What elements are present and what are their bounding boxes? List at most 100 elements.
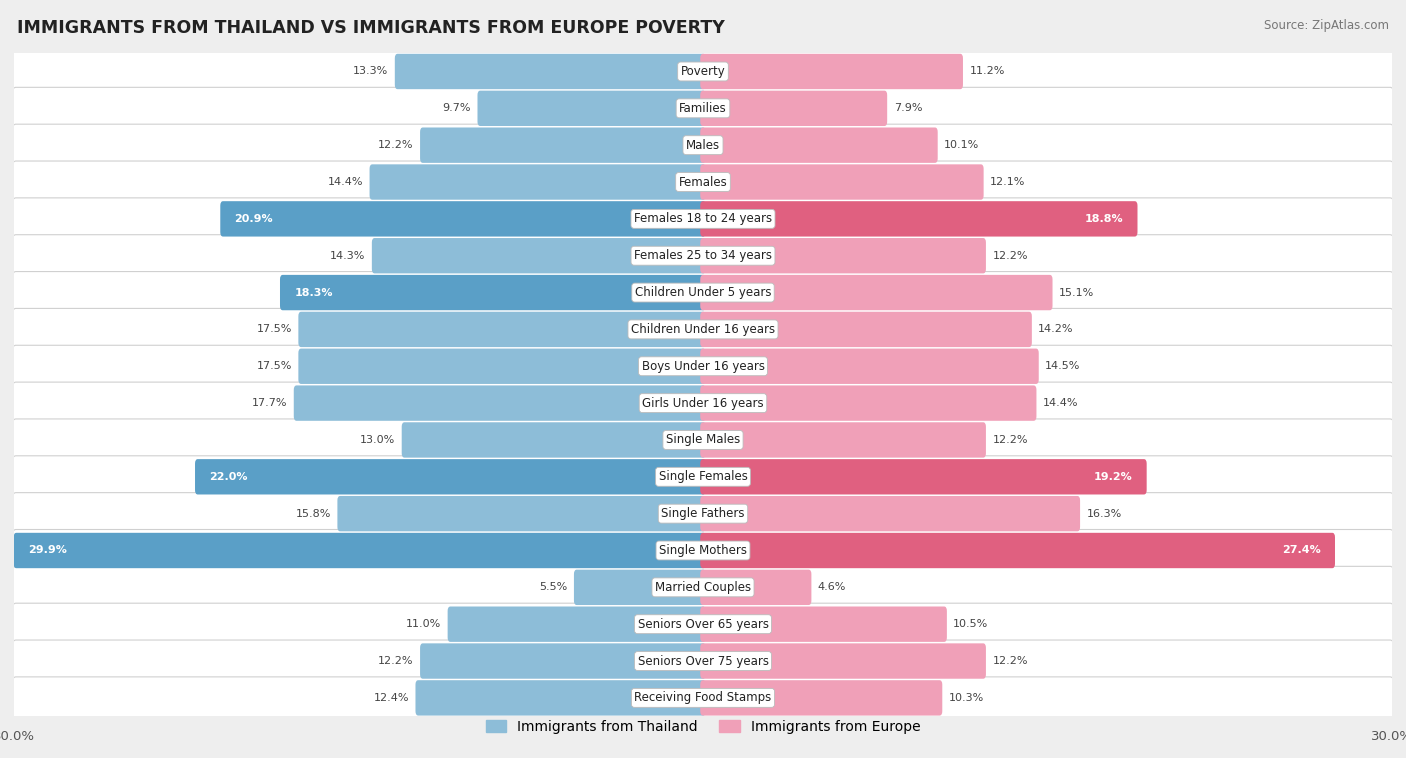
Text: Seniors Over 75 years: Seniors Over 75 years bbox=[637, 655, 769, 668]
FancyBboxPatch shape bbox=[395, 54, 706, 89]
FancyBboxPatch shape bbox=[700, 349, 1039, 384]
FancyBboxPatch shape bbox=[700, 127, 938, 163]
Text: Families: Families bbox=[679, 102, 727, 114]
FancyBboxPatch shape bbox=[700, 644, 986, 678]
FancyBboxPatch shape bbox=[337, 496, 706, 531]
FancyBboxPatch shape bbox=[420, 644, 706, 678]
Text: 11.0%: 11.0% bbox=[406, 619, 441, 629]
FancyBboxPatch shape bbox=[195, 459, 706, 494]
FancyBboxPatch shape bbox=[13, 419, 1393, 461]
Text: 4.6%: 4.6% bbox=[818, 582, 846, 592]
Text: Single Females: Single Females bbox=[658, 470, 748, 484]
Text: Source: ZipAtlas.com: Source: ZipAtlas.com bbox=[1264, 19, 1389, 32]
Text: Married Couples: Married Couples bbox=[655, 581, 751, 594]
Text: 12.2%: 12.2% bbox=[993, 656, 1028, 666]
FancyBboxPatch shape bbox=[700, 570, 811, 605]
FancyBboxPatch shape bbox=[700, 422, 986, 458]
Text: 12.2%: 12.2% bbox=[378, 140, 413, 150]
Text: Females: Females bbox=[679, 176, 727, 189]
FancyBboxPatch shape bbox=[13, 677, 1393, 719]
FancyBboxPatch shape bbox=[700, 459, 1147, 494]
FancyBboxPatch shape bbox=[298, 312, 706, 347]
FancyBboxPatch shape bbox=[13, 51, 1393, 92]
Legend: Immigrants from Thailand, Immigrants from Europe: Immigrants from Thailand, Immigrants fro… bbox=[479, 714, 927, 739]
FancyBboxPatch shape bbox=[14, 533, 706, 568]
Text: 17.5%: 17.5% bbox=[256, 324, 292, 334]
Text: 27.4%: 27.4% bbox=[1282, 546, 1320, 556]
Text: 22.0%: 22.0% bbox=[209, 471, 247, 482]
Text: Single Mothers: Single Mothers bbox=[659, 544, 747, 557]
FancyBboxPatch shape bbox=[13, 566, 1393, 609]
FancyBboxPatch shape bbox=[221, 201, 706, 236]
FancyBboxPatch shape bbox=[700, 496, 1080, 531]
Text: 17.7%: 17.7% bbox=[252, 398, 287, 408]
Text: 11.2%: 11.2% bbox=[969, 67, 1005, 77]
Text: Females 25 to 34 years: Females 25 to 34 years bbox=[634, 249, 772, 262]
Text: 13.0%: 13.0% bbox=[360, 435, 395, 445]
FancyBboxPatch shape bbox=[13, 309, 1393, 350]
Text: Poverty: Poverty bbox=[681, 65, 725, 78]
Text: Single Fathers: Single Fathers bbox=[661, 507, 745, 520]
Text: 17.5%: 17.5% bbox=[256, 362, 292, 371]
FancyBboxPatch shape bbox=[700, 606, 946, 642]
FancyBboxPatch shape bbox=[13, 493, 1393, 534]
FancyBboxPatch shape bbox=[298, 349, 706, 384]
FancyBboxPatch shape bbox=[13, 124, 1393, 166]
Text: 16.3%: 16.3% bbox=[1087, 509, 1122, 518]
Text: 29.9%: 29.9% bbox=[28, 546, 66, 556]
Text: 10.3%: 10.3% bbox=[949, 693, 984, 703]
FancyBboxPatch shape bbox=[280, 275, 706, 310]
FancyBboxPatch shape bbox=[700, 201, 1137, 236]
FancyBboxPatch shape bbox=[700, 164, 984, 199]
FancyBboxPatch shape bbox=[700, 385, 1036, 421]
Text: 12.1%: 12.1% bbox=[990, 177, 1025, 187]
Text: 12.2%: 12.2% bbox=[993, 435, 1028, 445]
FancyBboxPatch shape bbox=[370, 164, 706, 199]
Text: 14.4%: 14.4% bbox=[1043, 398, 1078, 408]
FancyBboxPatch shape bbox=[13, 382, 1393, 424]
FancyBboxPatch shape bbox=[13, 198, 1393, 240]
FancyBboxPatch shape bbox=[13, 161, 1393, 203]
FancyBboxPatch shape bbox=[13, 271, 1393, 314]
FancyBboxPatch shape bbox=[371, 238, 706, 274]
FancyBboxPatch shape bbox=[700, 54, 963, 89]
Text: 12.2%: 12.2% bbox=[993, 251, 1028, 261]
FancyBboxPatch shape bbox=[13, 603, 1393, 645]
FancyBboxPatch shape bbox=[13, 345, 1393, 387]
Text: Single Males: Single Males bbox=[666, 434, 740, 446]
Text: 5.5%: 5.5% bbox=[540, 582, 568, 592]
Text: 10.5%: 10.5% bbox=[953, 619, 988, 629]
Text: 13.3%: 13.3% bbox=[353, 67, 388, 77]
FancyBboxPatch shape bbox=[700, 680, 942, 716]
Text: Boys Under 16 years: Boys Under 16 years bbox=[641, 360, 765, 373]
Text: Receiving Food Stamps: Receiving Food Stamps bbox=[634, 691, 772, 704]
Text: 15.8%: 15.8% bbox=[295, 509, 330, 518]
FancyBboxPatch shape bbox=[13, 87, 1393, 130]
Text: 14.2%: 14.2% bbox=[1038, 324, 1074, 334]
FancyBboxPatch shape bbox=[447, 606, 706, 642]
Text: 12.2%: 12.2% bbox=[378, 656, 413, 666]
Text: 14.5%: 14.5% bbox=[1045, 362, 1081, 371]
FancyBboxPatch shape bbox=[294, 385, 706, 421]
Text: Females 18 to 24 years: Females 18 to 24 years bbox=[634, 212, 772, 225]
FancyBboxPatch shape bbox=[402, 422, 706, 458]
Text: Males: Males bbox=[686, 139, 720, 152]
FancyBboxPatch shape bbox=[574, 570, 706, 605]
Text: 15.1%: 15.1% bbox=[1059, 287, 1094, 298]
Text: Children Under 16 years: Children Under 16 years bbox=[631, 323, 775, 336]
Text: 18.3%: 18.3% bbox=[294, 287, 333, 298]
Text: 20.9%: 20.9% bbox=[235, 214, 273, 224]
FancyBboxPatch shape bbox=[700, 533, 1334, 568]
Text: IMMIGRANTS FROM THAILAND VS IMMIGRANTS FROM EUROPE POVERTY: IMMIGRANTS FROM THAILAND VS IMMIGRANTS F… bbox=[17, 19, 724, 37]
Text: 9.7%: 9.7% bbox=[443, 103, 471, 114]
Text: Seniors Over 65 years: Seniors Over 65 years bbox=[637, 618, 769, 631]
Text: 14.3%: 14.3% bbox=[330, 251, 366, 261]
Text: 10.1%: 10.1% bbox=[945, 140, 980, 150]
FancyBboxPatch shape bbox=[700, 312, 1032, 347]
Text: Girls Under 16 years: Girls Under 16 years bbox=[643, 396, 763, 409]
FancyBboxPatch shape bbox=[13, 235, 1393, 277]
FancyBboxPatch shape bbox=[13, 456, 1393, 498]
FancyBboxPatch shape bbox=[420, 127, 706, 163]
Text: 19.2%: 19.2% bbox=[1094, 471, 1132, 482]
FancyBboxPatch shape bbox=[13, 530, 1393, 572]
